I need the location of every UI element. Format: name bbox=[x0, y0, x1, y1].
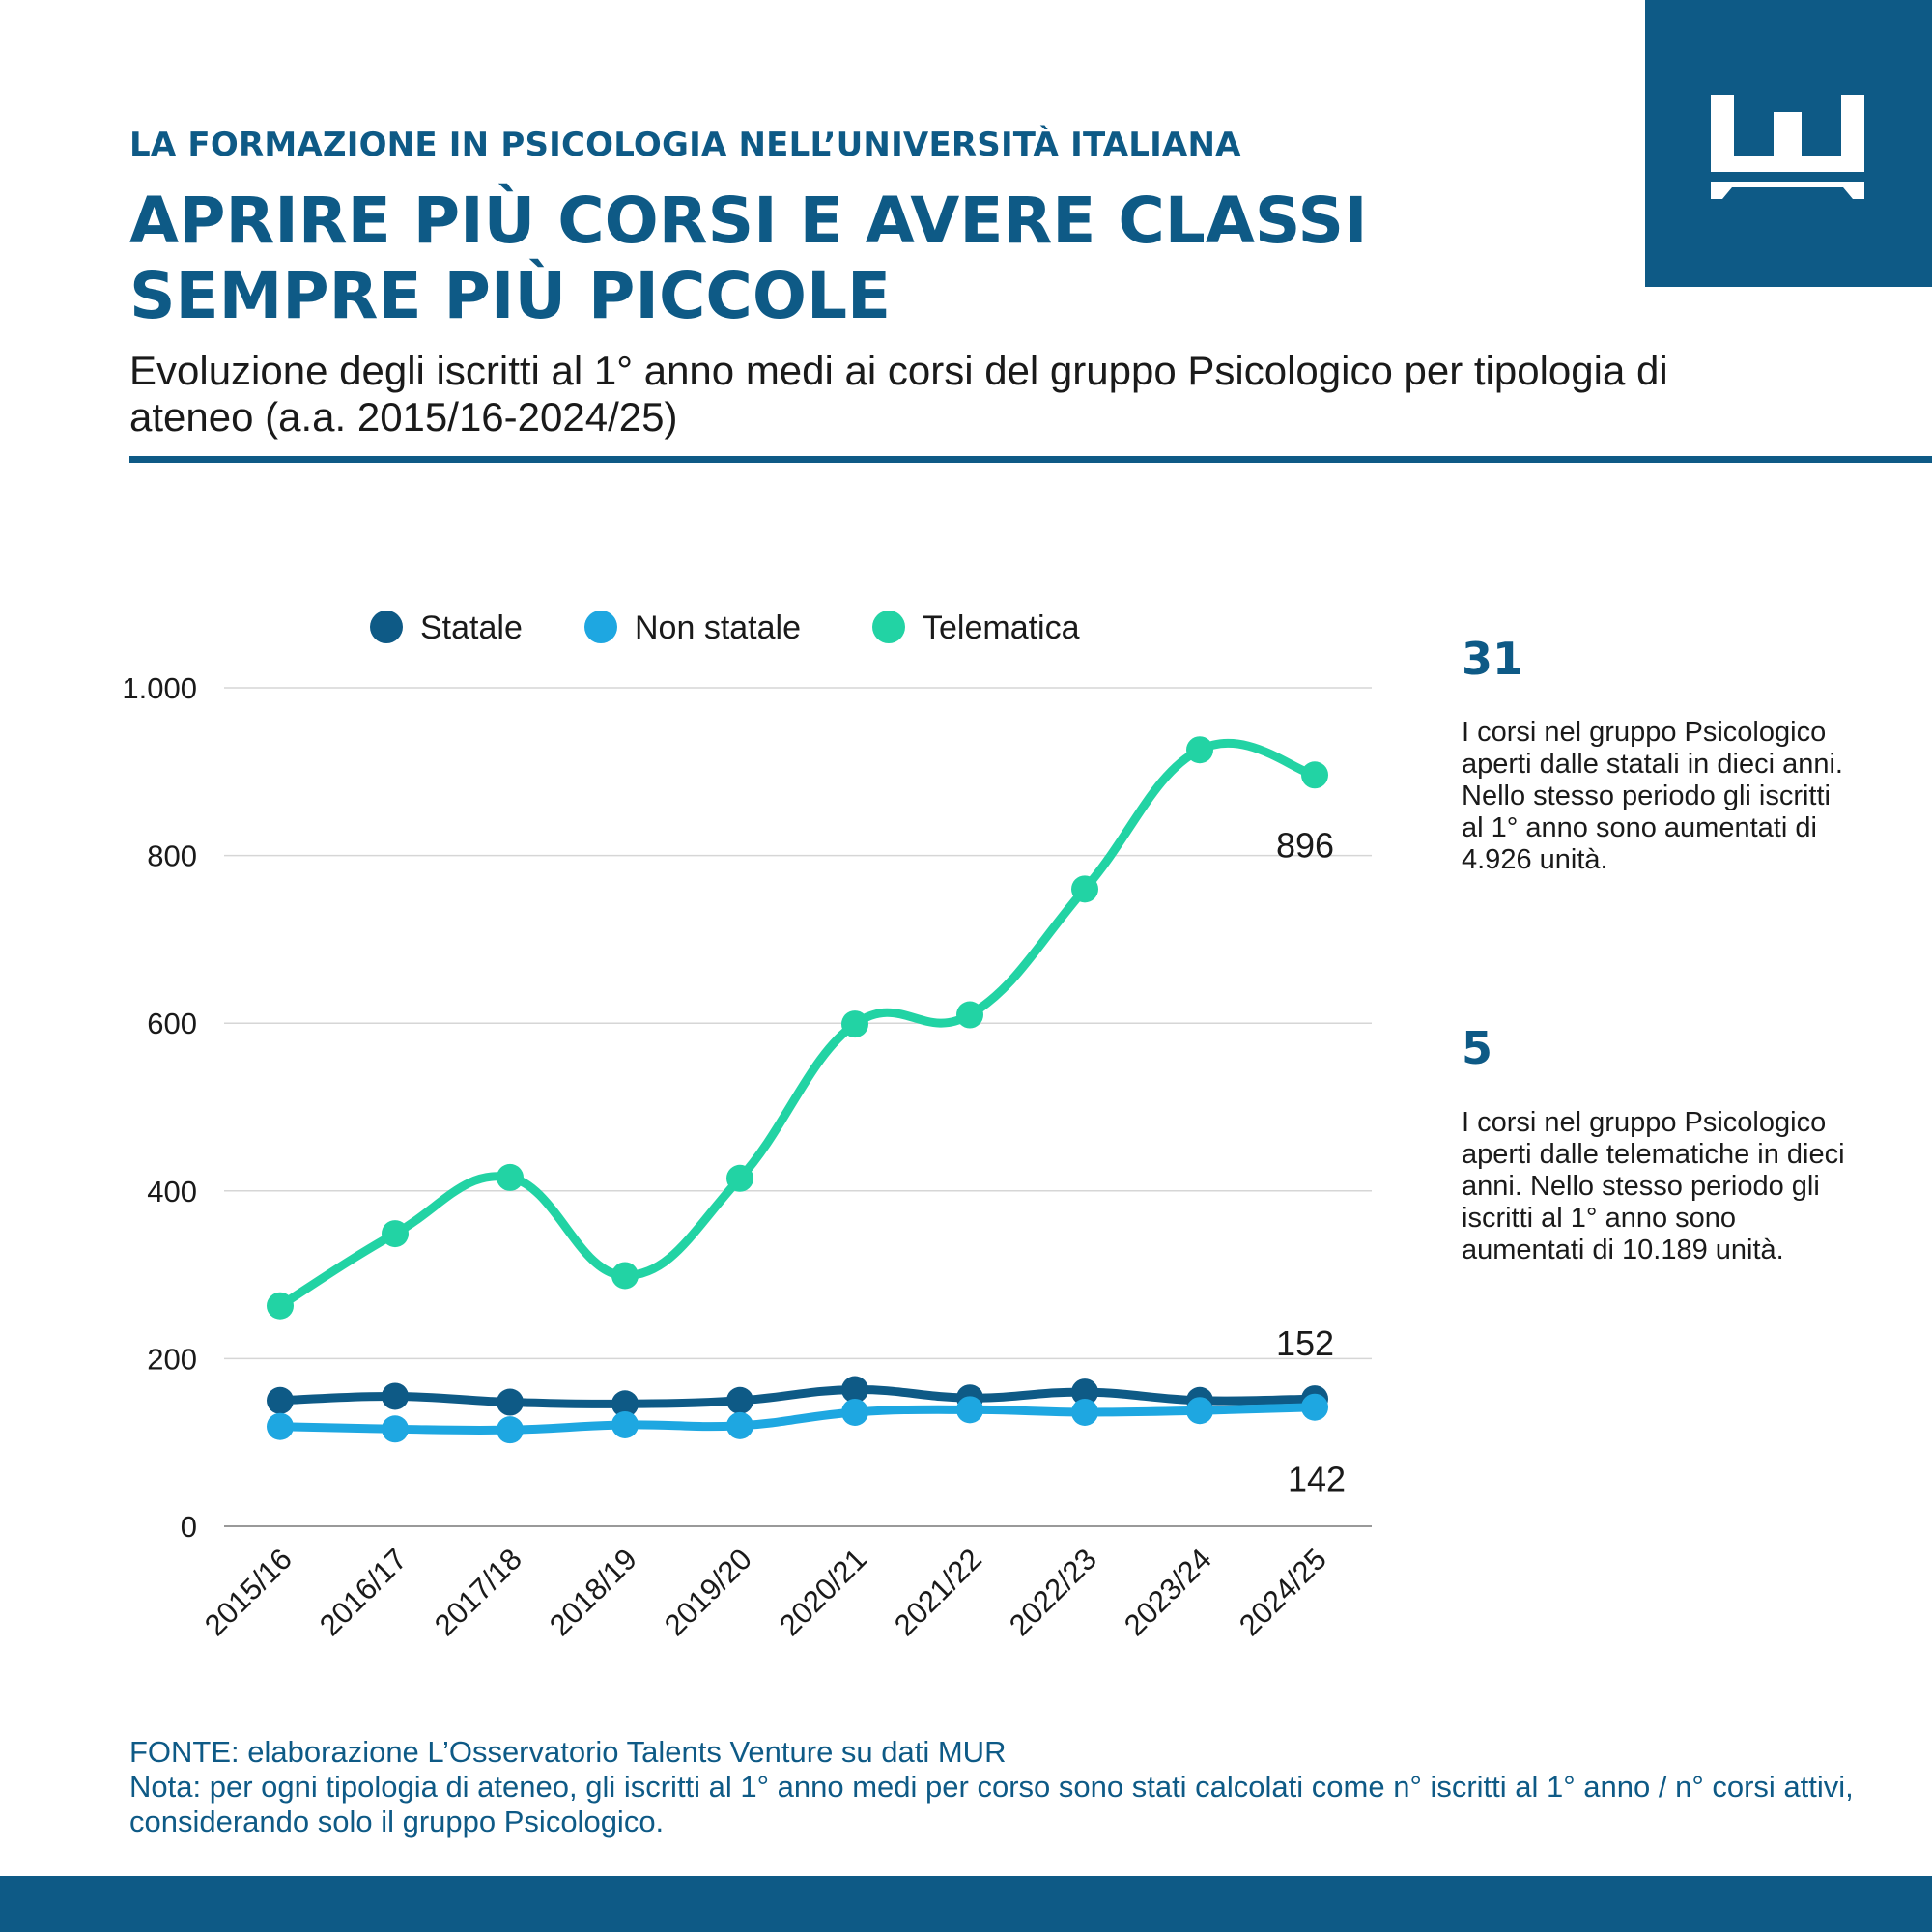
series-line-statale bbox=[275, 1385, 1320, 1408]
data-point-telematica bbox=[497, 1163, 524, 1191]
data-point-non-statale bbox=[497, 1416, 524, 1444]
data-point-statale bbox=[841, 1376, 868, 1404]
x-tick-label: 2021/22 bbox=[888, 1542, 988, 1642]
data-point-non-statale bbox=[726, 1411, 753, 1439]
crown-logo-icon bbox=[1711, 95, 1864, 199]
method-note: Nota: per ogni tipologia di ateneo, gli … bbox=[129, 1770, 1854, 1838]
data-point-non-statale bbox=[611, 1410, 639, 1438]
legend-label-statale: Statale bbox=[420, 610, 523, 646]
data-point-non-statale bbox=[267, 1412, 294, 1440]
x-tick-label: 2020/21 bbox=[773, 1542, 873, 1642]
data-point-statale bbox=[726, 1386, 753, 1414]
data-point-telematica bbox=[956, 1001, 983, 1029]
stat-number-statali: 31 bbox=[1462, 633, 1524, 685]
data-point-non-statale bbox=[956, 1396, 983, 1424]
data-point-telematica bbox=[726, 1164, 753, 1192]
data-point-telematica bbox=[1301, 761, 1328, 789]
data-point-non-statale bbox=[382, 1415, 409, 1443]
y-tick-label: 800 bbox=[147, 839, 197, 873]
data-point-non-statale bbox=[1071, 1398, 1098, 1426]
legend-marker-statale bbox=[370, 611, 403, 643]
source-note: FONTE: elaborazione L’Osservatorio Talen… bbox=[129, 1735, 1868, 1839]
data-point-non-statale bbox=[841, 1398, 868, 1426]
data-point-telematica bbox=[1071, 875, 1098, 903]
x-tick-label: 2019/20 bbox=[658, 1542, 758, 1642]
data-point-non-statale bbox=[1186, 1397, 1213, 1425]
data-label: 142 bbox=[1288, 1460, 1346, 1499]
logo-box bbox=[1645, 0, 1932, 287]
chart-subtitle: Evoluzione degli iscritti al 1° anno med… bbox=[129, 348, 1668, 440]
data-point-telematica bbox=[382, 1220, 409, 1248]
legend-marker-non-statale bbox=[584, 611, 617, 643]
x-tick-label: 2016/17 bbox=[313, 1542, 413, 1642]
series-line-non-statale bbox=[275, 1403, 1320, 1435]
bottom-bar bbox=[0, 1876, 1932, 1932]
stat-number-telematiche: 5 bbox=[1462, 1022, 1493, 1074]
x-tick-label: 2018/19 bbox=[543, 1542, 643, 1642]
stat-text-statali: I corsi nel gruppo Psicologico aperti da… bbox=[1462, 717, 1843, 875]
legend-marker-telematica bbox=[872, 611, 905, 643]
kicker: LA FORMAZIONE IN PSICOLOGIA NELL’UNIVERS… bbox=[129, 126, 1241, 164]
page-title: APRIRE PIÙ CORSI E AVERE CLASSI SEMPRE P… bbox=[129, 184, 1368, 333]
data-point-statale bbox=[382, 1382, 409, 1410]
legend-label-telematica: Telematica bbox=[923, 610, 1080, 646]
y-tick-label: 400 bbox=[147, 1175, 197, 1208]
legend-label-non-statale: Non statale bbox=[635, 610, 801, 646]
data-point-telematica bbox=[1186, 736, 1213, 764]
data-point-telematica bbox=[611, 1262, 639, 1290]
stat-text-telematiche: I corsi nel gruppo Psicologico aperti da… bbox=[1462, 1107, 1845, 1265]
y-tick-label: 200 bbox=[147, 1342, 197, 1376]
x-tick-label: 2024/25 bbox=[1233, 1542, 1333, 1642]
source-line: FONTE: elaborazione L’Osservatorio Talen… bbox=[129, 1735, 1007, 1769]
x-tick-label: 2022/23 bbox=[1003, 1542, 1103, 1642]
y-tick-label: 1.000 bbox=[122, 671, 197, 705]
x-tick-label: 2023/24 bbox=[1118, 1542, 1218, 1642]
data-point-statale bbox=[1071, 1378, 1098, 1406]
x-tick-label: 2015/16 bbox=[198, 1542, 298, 1642]
y-tick-label: 600 bbox=[147, 1007, 197, 1040]
data-point-statale bbox=[267, 1386, 294, 1414]
title-divider bbox=[129, 456, 1932, 463]
data-point-statale bbox=[497, 1388, 524, 1416]
data-point-statale bbox=[611, 1390, 639, 1418]
data-point-telematica bbox=[267, 1292, 294, 1320]
data-point-non-statale bbox=[1301, 1393, 1328, 1421]
x-tick-label: 2017/18 bbox=[428, 1542, 528, 1642]
data-label: 896 bbox=[1276, 825, 1334, 865]
y-tick-label: 0 bbox=[181, 1510, 197, 1544]
data-point-telematica bbox=[841, 1010, 868, 1038]
series-line-telematica bbox=[275, 739, 1320, 1311]
data-label: 152 bbox=[1276, 1323, 1334, 1363]
